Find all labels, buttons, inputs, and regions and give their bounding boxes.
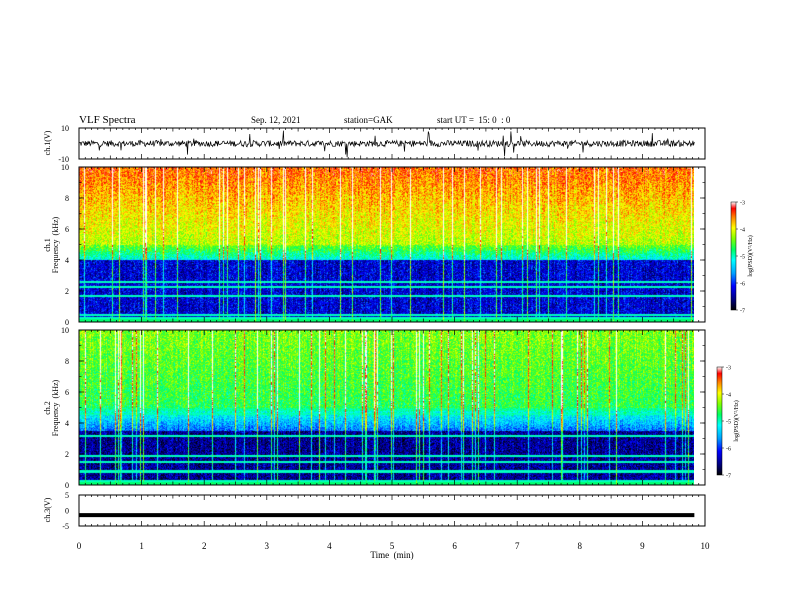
x-tick-label: 2	[202, 541, 207, 551]
y-tick-label: 6	[65, 225, 69, 234]
y-tick-label: 10	[61, 163, 69, 172]
ch1-spectrogram-image	[79, 167, 694, 322]
y-tick-label: 8	[65, 194, 69, 203]
y-tick-label: 0	[65, 481, 69, 490]
ch1-spectrogram-xticks	[78, 167, 706, 322]
ch2-spectrogram-ylabel-freq: Frequency (kHz)	[51, 379, 60, 436]
ch1-spectrogram-ylabel-ch: ch.1	[43, 238, 52, 252]
colorbar-tick-label: -3	[726, 366, 731, 372]
x-tick-label: 1	[139, 541, 144, 551]
ch3-waveform-yticks: 5 0 -5	[62, 491, 69, 531]
ch2-colorbar-label: log(PSD)(V²/Hz)	[733, 400, 740, 441]
ch1-waveform-xticks	[78, 128, 706, 159]
ch1-spectrogram-yticks: 0 2 4 6 8 10	[61, 163, 705, 327]
x-tick-label: 10	[701, 541, 711, 551]
ch1-colorbar-label: log(PSD)(V²/Hz)	[747, 235, 754, 276]
date-label: Sep. 12, 2021	[251, 115, 301, 125]
ch1-waveform-ytick-top: 10	[61, 124, 69, 133]
x-tick-label: 0	[77, 541, 82, 551]
ch1-waveform-panel: 10 -10 ch.1(V)	[43, 124, 706, 164]
colorbar-tick-label: -4	[740, 228, 745, 234]
y-tick-label: 4	[65, 419, 69, 428]
y-tick-label: 0	[65, 507, 69, 516]
y-tick-label: 0	[65, 318, 69, 327]
x-tick-label: 9	[640, 541, 645, 551]
chart-title: VLF Spectra	[79, 114, 136, 126]
x-axis-label: Time (min)	[370, 550, 413, 560]
colorbar-tick-label: -6	[740, 282, 745, 288]
x-tick-label: 8	[578, 541, 583, 551]
y-tick-label: 2	[65, 287, 69, 296]
colorbar-tick-label: -5	[726, 420, 731, 426]
x-tick-label: 5	[390, 541, 395, 551]
ch2-spectrogram-image	[79, 330, 694, 485]
ch3-waveform-xticks	[78, 495, 706, 526]
x-tick-label: 7	[515, 541, 520, 551]
colorbar-tick-label: -7	[726, 474, 731, 480]
y-tick-label: 5	[65, 491, 69, 500]
ch1-colorbar-ticks: -3 -4 -5 -6 -7	[736, 201, 745, 315]
ch3-waveform-panel: 5 0 -5 ch.3(V)	[43, 491, 706, 531]
ch3-waveform-ylabel: ch.3(V)	[43, 497, 52, 522]
ch1-colorbar: -3 -4 -5 -6 -7 log(PSD)(V²/Hz)	[730, 201, 754, 315]
x-axis-tick-labels: 0 1 2 3 4 5 6 7 8 9 10	[77, 541, 710, 551]
ch1-colorbar-scale	[730, 201, 737, 311]
y-tick-label: 8	[65, 357, 69, 366]
ch1-waveform-ylabel: ch.1(V)	[43, 130, 52, 155]
y-tick-label: 10	[61, 326, 69, 335]
x-tick-label: 6	[452, 541, 457, 551]
x-tick-label: 4	[327, 541, 332, 551]
colorbar-tick-label: -4	[726, 393, 731, 399]
ch2-spectrogram-yticks: 0 2 4 6 8 10	[61, 326, 705, 490]
y-tick-label: -5	[62, 522, 69, 531]
colorbar-tick-label: -3	[740, 201, 745, 207]
ch2-spectrogram-ylabel-ch: ch.2	[43, 401, 52, 415]
ch2-spectrogram-xticks	[78, 330, 706, 485]
colorbar-tick-label: -5	[740, 255, 745, 261]
y-tick-label: 2	[65, 450, 69, 459]
ch2-colorbar-scale	[716, 366, 723, 476]
y-tick-label: 4	[65, 256, 69, 265]
y-tick-label: 6	[65, 388, 69, 397]
station-label: station=GAK	[344, 115, 393, 125]
ch2-spectrogram-panel: 0 2 4 6 8 10 ch.2 Frequency (kHz)	[43, 326, 706, 490]
x-tick-label: 3	[265, 541, 270, 551]
ch1-waveform-line	[78, 130, 695, 158]
ch1-waveform-ytick-bottom: -10	[58, 155, 69, 164]
ch2-colorbar: -3 -4 -5 -6 -7 log(PSD)(V²/Hz)	[716, 366, 740, 480]
ch2-colorbar-ticks: -3 -4 -5 -6 -7	[722, 366, 731, 480]
colorbar-tick-label: -6	[726, 447, 731, 453]
start-time-label: start UT = 15: 0 : 0	[437, 115, 511, 125]
colorbar-tick-label: -7	[740, 309, 745, 315]
ch1-spectrogram-ylabel-freq: Frequency (kHz)	[51, 216, 60, 273]
ch1-spectrogram-panel: 0 2 4 6 8 10 ch.1 Frequency (kHz)	[43, 163, 706, 327]
